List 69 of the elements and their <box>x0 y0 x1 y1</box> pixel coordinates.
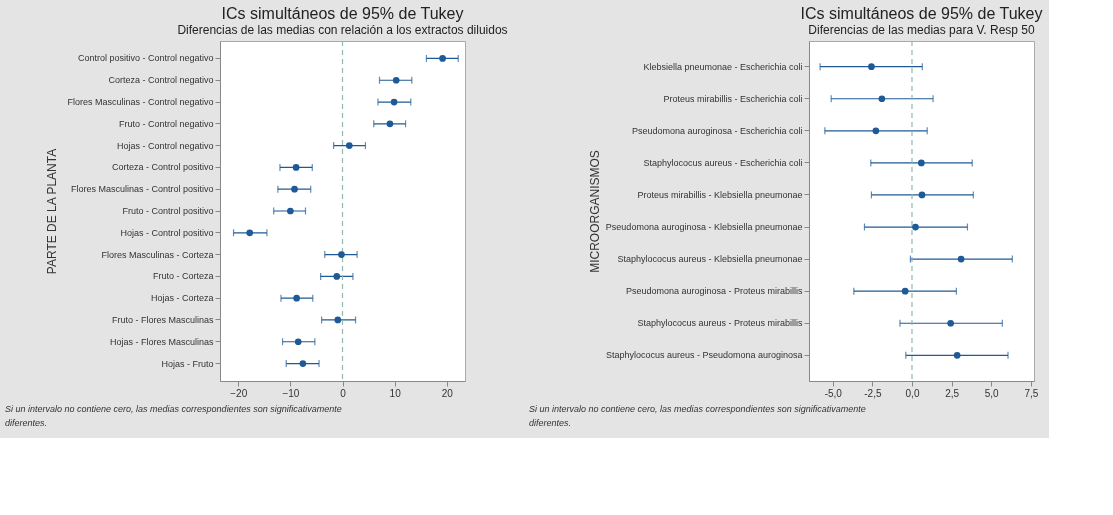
x-tick-label: 0,0 <box>905 387 920 399</box>
y-tick-label: Staphylococus aureus - Pseudomona auroginosa <box>605 350 803 361</box>
x-tick-label: -5,0 <box>824 387 843 399</box>
y-tick-label: Fruto - Corteza <box>152 271 214 282</box>
text: Si un intervalo no contiene cero, las medias correspondientes son significativamente diferentes. <box>5 404 342 428</box>
point <box>386 120 394 128</box>
x-tick-label: 7,5 <box>1024 387 1039 399</box>
x-tick-label: 20 <box>441 387 454 399</box>
x-tick-label: −20 <box>230 387 248 399</box>
y-tick-label: Pseudomona auroginosa - Escherichia coli <box>631 125 803 136</box>
chart-subtitle: Diferencias de las medias para V. Resp 50 <box>808 23 1035 38</box>
y-axis-title: MICROORGANISMOS <box>587 150 602 273</box>
point <box>287 207 294 215</box>
y-tick-label: Flores Masculinas - Control positivo <box>70 184 214 195</box>
point <box>918 191 926 199</box>
y-tick-label: Fruto - Control positivo <box>122 206 214 216</box>
y-tick-label: Staphylococus aureus - Proteus mirabillis <box>637 318 803 329</box>
point <box>333 273 341 280</box>
y-tick-label: Fruto - Flores Masculinas <box>111 314 214 325</box>
y-tick-label: Proteus mirabillis - Escherichia coli <box>663 93 803 104</box>
point <box>957 255 965 263</box>
point <box>292 164 300 171</box>
y-tick-label: Flores Masculinas - Corteza <box>101 249 214 260</box>
y-tick-label: Hojas - Corteza <box>150 293 214 304</box>
point <box>294 338 302 346</box>
y-tick-label: Corteza - Control negativo <box>108 75 214 86</box>
y-tick-label: Corteza - Control positivo <box>111 162 214 173</box>
point <box>868 63 875 71</box>
point <box>338 251 345 258</box>
x-tick-label: 0 <box>340 387 347 399</box>
point <box>345 142 353 149</box>
x-tick-label: 5,0 <box>984 387 1000 399</box>
point <box>953 351 961 359</box>
y-tick-label: Staphylococus aureus - Escherichia coli <box>643 157 803 168</box>
x-tick-label: 10 <box>389 387 402 399</box>
chart-title: ICs simultáneos de 95% de Tukey <box>800 5 1043 23</box>
point <box>246 229 254 237</box>
point <box>299 360 307 367</box>
x-tick-label: −10 <box>282 387 300 399</box>
point <box>390 98 398 106</box>
point <box>901 287 909 295</box>
point <box>392 76 400 84</box>
chart-title: ICs simultáneos de 95% de Tukey <box>221 5 464 23</box>
y-tick-label: Hojas - Fruto <box>161 358 214 369</box>
y-tick-label: Pseudomona auroginosa - Klebsiella pneumonae <box>605 222 803 233</box>
point <box>878 95 886 103</box>
y-tick-label: Hojas - Control positivo <box>120 227 214 238</box>
y-axis-title: PARTE DE LA PLANTA <box>45 148 60 275</box>
y-tick-label: Flores Masculinas - Control negativo <box>67 97 214 108</box>
y-tick-label: Pseudomona auroginosa - Proteus mirabillis <box>625 286 803 297</box>
point <box>947 319 955 327</box>
point <box>334 316 342 324</box>
y-tick-label: Control positivo - Control negativo <box>77 53 214 64</box>
point <box>917 159 925 167</box>
text: Si un intervalo no contiene cero, las medias correspondientes son significativamente diferentes. <box>529 404 866 428</box>
x-tick-label: 2,5 <box>945 387 960 399</box>
point <box>291 185 298 193</box>
point <box>872 127 880 135</box>
y-tick-label: Klebsiella pneumonae - Escherichia coli <box>643 61 803 72</box>
chart-subtitle: Diferencias de las medias con relación a los extractos diluidos <box>177 23 508 38</box>
y-tick-label: Hojas - Control negativo <box>116 140 214 151</box>
point <box>912 223 919 231</box>
point <box>439 55 446 62</box>
y-tick-label: Fruto - Control negativo <box>118 118 214 129</box>
y-tick-label: Proteus mirabillis - Klebsiella pneumonae <box>637 189 803 200</box>
x-tick-label: -2,5 <box>864 387 882 399</box>
y-tick-label: Hojas - Flores Masculinas <box>109 336 214 347</box>
y-tick-label: Staphylococus aureus - Klebsiella pneumonae <box>617 254 803 265</box>
point <box>293 294 300 302</box>
